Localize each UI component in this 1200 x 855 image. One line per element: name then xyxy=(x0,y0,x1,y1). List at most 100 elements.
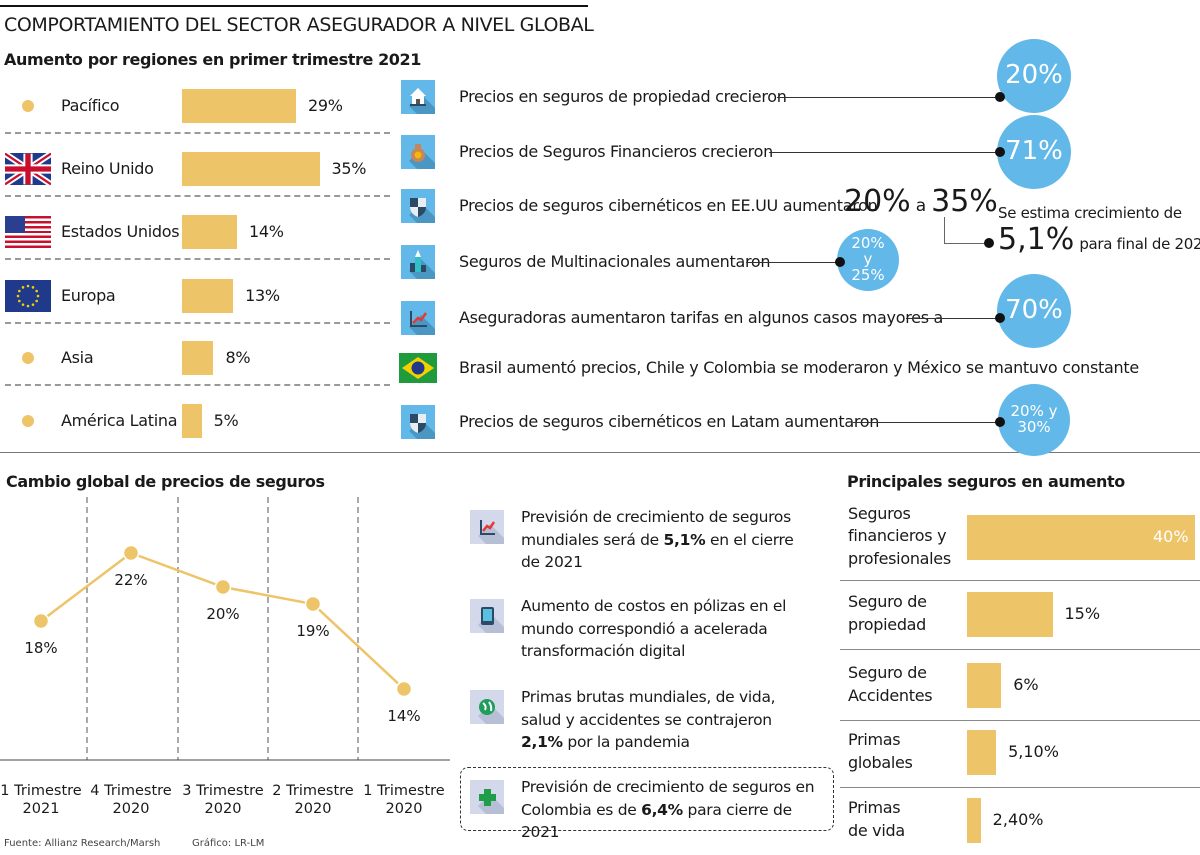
plus-icon xyxy=(470,780,504,814)
growth-chart-icon xyxy=(401,301,435,335)
insurance-label: Primas de vida xyxy=(848,797,905,842)
data-label: 18% xyxy=(24,639,57,657)
tablet-icon xyxy=(470,599,504,633)
fact-connector xyxy=(746,262,840,263)
estimate-dot xyxy=(984,238,994,248)
estimate-connector xyxy=(944,243,988,244)
insurance-bar xyxy=(967,663,1002,708)
fact-text: Precios de seguros cibernéticos en EE.UU… xyxy=(459,196,878,215)
region-value-label: 8% xyxy=(225,348,251,367)
note-text: Primas brutas mundiales, de vida, salud … xyxy=(521,686,811,754)
fact-value-circle: 20% y 25% xyxy=(837,229,899,291)
fact-dot xyxy=(835,257,845,267)
title-rule xyxy=(0,5,588,7)
x-tick-label: 2021 xyxy=(23,801,60,817)
insurance-value-label: 6% xyxy=(1013,675,1039,694)
region-value-label: 29% xyxy=(307,96,343,115)
fact-dot xyxy=(995,313,1005,323)
fact-range: 20% a 35% xyxy=(844,184,998,219)
fact-dot xyxy=(995,417,1005,427)
note-text-pre: Primas brutas mundiales, de vida, salud … xyxy=(521,688,776,729)
shield-icon xyxy=(401,405,435,439)
fact-text: Precios de Seguros Financieros crecieron xyxy=(459,142,773,161)
estimate-connector xyxy=(944,217,945,244)
colombia-highlight-box xyxy=(460,767,834,831)
region-bar xyxy=(182,215,238,249)
range-conj: a xyxy=(915,196,927,216)
data-point xyxy=(395,680,413,698)
range-end: 35% xyxy=(931,184,998,219)
us-flag-canton xyxy=(5,216,25,233)
insurance-label: Primas globales xyxy=(848,729,913,774)
region-bar xyxy=(182,89,296,123)
fact-value-circle: 20% xyxy=(997,39,1071,113)
insurance-bar xyxy=(967,730,997,775)
estimate-line1: Se estima crecimiento de xyxy=(998,204,1182,222)
insurance-label-line: Seguro de xyxy=(848,663,927,682)
insurance-separator xyxy=(840,787,1200,788)
region-separator xyxy=(5,258,390,260)
data-label: 19% xyxy=(296,622,329,640)
region-separator xyxy=(5,322,390,324)
insurance-value-label: 2,40% xyxy=(992,810,1044,829)
fact-connector xyxy=(769,152,1000,153)
shield-icon xyxy=(401,189,435,223)
dot-icon xyxy=(22,415,34,427)
fact-value-circle: 70% xyxy=(997,274,1071,348)
insurance-separator xyxy=(840,649,1200,650)
range-start: 20% xyxy=(844,184,911,219)
x-tick-label: 1 Trimestre xyxy=(0,783,81,799)
data-label: 20% xyxy=(206,605,239,623)
insurance-label-line: de vida xyxy=(848,820,905,840)
data-point xyxy=(122,544,140,562)
insurance-label-line: financieros y xyxy=(848,526,947,545)
fact-value-circle: 71% xyxy=(997,115,1071,189)
dot-icon xyxy=(22,352,34,364)
page-title: COMPORTAMIENTO DEL SECTOR ASEGURADOR A N… xyxy=(4,14,594,36)
insurance-value-label: 40% xyxy=(1153,527,1189,546)
note-text-post: para cierre de 2021 xyxy=(521,800,792,842)
fact-value-circle: 20% y 30% xyxy=(998,384,1070,456)
note-text-post: en el cierre de 2021 xyxy=(521,530,794,572)
region-value-label: 13% xyxy=(245,286,280,305)
fact-dot xyxy=(995,92,1005,102)
fact-text: Seguros de Multinacionales aumentaron xyxy=(459,252,771,271)
insurance-label-line: Primas xyxy=(848,730,901,749)
note-text-pre: Previsión de crecimiento de seguros mund… xyxy=(521,508,791,549)
region-bar xyxy=(182,152,320,186)
data-label: 14% xyxy=(387,707,420,725)
region-label: Pacífico xyxy=(61,96,120,115)
note-text-post: por la pandemia xyxy=(562,733,690,751)
insurance-label-line: profesionales xyxy=(848,548,951,568)
money-bag-icon xyxy=(401,135,435,169)
line-chart-title: Cambio global de precios de seguros xyxy=(6,472,325,491)
note-text-highlight: 2,1% xyxy=(521,733,563,751)
insurance-label-line: Primas xyxy=(848,798,901,817)
region-value-label: 5% xyxy=(213,411,239,430)
x-tick-label: 2020 xyxy=(295,801,332,817)
growth-chart-icon xyxy=(470,510,504,544)
region-separator xyxy=(5,195,390,197)
x-tick-label: 4 Trimestre xyxy=(90,783,171,799)
insurance-label: Seguros financieros y profesionales xyxy=(848,503,951,571)
dot-icon xyxy=(22,100,34,112)
fact-text: Precios en seguros de propiedad creciero… xyxy=(459,87,787,106)
x-tick-label: 3 Trimestre xyxy=(182,783,263,799)
region-label: Reino Unido xyxy=(61,159,154,178)
x-tick-label: 2020 xyxy=(113,801,150,817)
insurance-separator xyxy=(840,580,1200,581)
data-label: 22% xyxy=(114,571,147,589)
section-divider xyxy=(0,452,1200,453)
insurance-bar xyxy=(967,592,1053,637)
insurance-label-line: Seguros xyxy=(848,503,911,523)
note-text-pre: Previsión de crecimiento de seguros en C… xyxy=(521,778,815,819)
region-label: Estados Unidos xyxy=(61,222,180,241)
region-bar xyxy=(182,279,234,313)
fact-text: Aseguradoras aumentaron tarifas en algun… xyxy=(459,308,944,327)
price-change-line-chart: 18% 1 Trimestre 2021 22% 4 Trimestre 2020 20% 3… xyxy=(0,497,450,817)
region-label: Europa xyxy=(61,286,116,305)
note-text-pre: Aumento de costos en pólizas en el mundo… xyxy=(521,597,787,660)
fact-connector xyxy=(852,422,1000,423)
insurance-bar xyxy=(967,515,1195,560)
brazil-flag-icon xyxy=(399,353,437,383)
